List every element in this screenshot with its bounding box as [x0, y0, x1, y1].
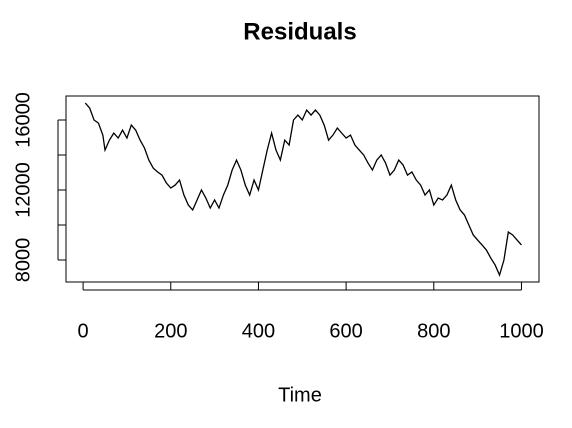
line-series: [84, 102, 522, 277]
x-tick-label: 400: [242, 320, 275, 342]
x-tick-label: 600: [329, 320, 362, 342]
x-tick-label: 1000: [499, 320, 544, 342]
x-tick-label: 200: [154, 320, 187, 342]
plot-frame: [65, 95, 540, 283]
chart-title: Residuals: [243, 18, 356, 45]
y-tick-label: 16000: [12, 92, 34, 148]
y-tick-label: 12000: [12, 162, 34, 218]
x-tick-label: 0: [78, 320, 89, 342]
x-tick-label: 800: [417, 320, 450, 342]
y-tick-label: 8000: [12, 238, 34, 283]
x-axis-label: Time: [278, 384, 322, 406]
